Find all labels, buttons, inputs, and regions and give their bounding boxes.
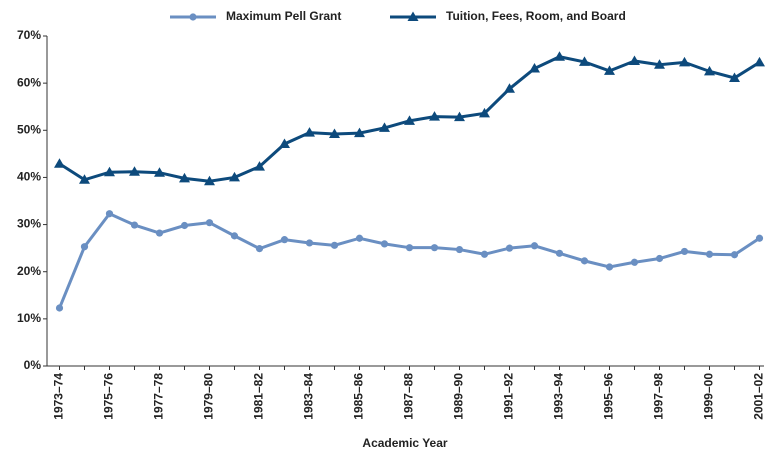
data-point [280, 236, 289, 244]
x-tick-label: 1973–74 [52, 373, 66, 420]
data-point [730, 251, 739, 259]
data-point [454, 111, 465, 122]
data-point [130, 221, 139, 229]
x-tick-label: 1997–98 [652, 373, 666, 420]
x-tick-label: 1995–96 [602, 373, 616, 420]
x-tick-label: 1977–78 [152, 373, 166, 420]
data-point [179, 172, 190, 183]
y-tick-label: 10% [17, 311, 41, 325]
x-tick-label: 1983–84 [302, 373, 316, 420]
data-point [429, 111, 440, 121]
data-point [704, 65, 715, 76]
data-point [679, 56, 690, 67]
data-point [305, 239, 314, 247]
data-point [379, 122, 390, 132]
data-point [155, 229, 164, 237]
series-line [58, 211, 761, 309]
data-point [230, 232, 239, 240]
x-tick-label: 1975–76 [102, 373, 116, 420]
y-tick-label: 50% [17, 122, 41, 136]
data-point [304, 127, 315, 137]
data-point [505, 244, 514, 252]
y-tick-label: 0% [24, 358, 42, 372]
data-point [154, 167, 165, 177]
legend-marker [407, 11, 419, 21]
y-tick-label: 20% [17, 264, 41, 278]
data-point [79, 174, 90, 184]
data-point [255, 245, 264, 253]
data-point [330, 241, 339, 249]
data-point [204, 175, 215, 186]
data-point [180, 221, 189, 230]
data-point [630, 258, 639, 266]
x-tick-label: 1987–88 [402, 373, 416, 420]
data-point [80, 243, 89, 251]
data-point [705, 250, 714, 258]
data-point [530, 242, 539, 250]
data-point [54, 158, 65, 168]
data-point [504, 83, 515, 93]
legend-label: Tuition, Fees, Room, and Board [446, 9, 626, 23]
data-point [104, 166, 115, 177]
data-point [629, 55, 640, 65]
data-point [254, 161, 265, 171]
data-point [680, 247, 689, 256]
data-point [579, 56, 590, 66]
data-point [654, 59, 665, 69]
data-point [729, 72, 740, 82]
y-tick-label: 70% [17, 28, 41, 42]
x-tick-label: 1999–00 [702, 373, 716, 420]
y-tick-label: 60% [17, 75, 41, 89]
data-point [405, 244, 414, 252]
x-tick-label: 2001–02 [752, 373, 766, 420]
data-point [380, 240, 389, 248]
x-axis-label: Academic Year [362, 436, 448, 450]
data-point [329, 128, 340, 139]
x-tick-label: 1979–80 [202, 373, 216, 420]
x-tick-label: 1991–92 [502, 373, 516, 420]
data-point [605, 263, 614, 271]
data-point [354, 127, 365, 138]
data-point [430, 244, 439, 252]
data-point [205, 219, 214, 227]
x-tick-label: 1989–90 [452, 373, 466, 420]
data-point [229, 171, 240, 182]
legend-label: Maximum Pell Grant [226, 9, 341, 23]
data-point [479, 107, 490, 118]
data-point [604, 65, 615, 75]
data-point [480, 250, 489, 258]
data-point [529, 63, 540, 73]
x-tick-label: 1993–94 [552, 373, 566, 420]
data-point [555, 249, 564, 257]
x-tick-label: 1985–86 [352, 373, 366, 420]
data-point [355, 234, 364, 242]
data-point [754, 56, 765, 67]
x-tick-label: 1981–82 [252, 373, 266, 420]
data-point [755, 234, 764, 242]
y-tick-label: 30% [17, 217, 41, 231]
data-point [404, 115, 415, 125]
data-point [580, 257, 589, 265]
y-tick-label: 40% [17, 170, 41, 184]
data-point [655, 254, 664, 263]
data-point [554, 51, 565, 61]
data-point [455, 245, 464, 254]
legend-marker [189, 13, 197, 21]
data-point [279, 138, 290, 148]
data-point [55, 304, 64, 312]
data-point [129, 166, 140, 176]
data-point [105, 210, 114, 218]
